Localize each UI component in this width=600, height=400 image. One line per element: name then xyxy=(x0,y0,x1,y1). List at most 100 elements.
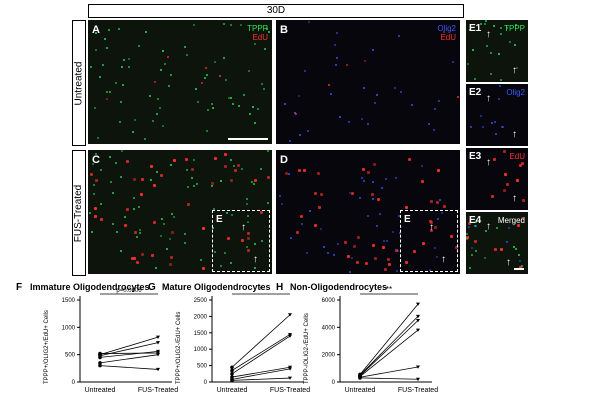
cell-dot xyxy=(395,249,398,252)
cell-dot xyxy=(228,97,230,99)
cell-dot xyxy=(119,121,121,123)
cell-dot xyxy=(116,231,118,233)
cell-dot xyxy=(247,249,250,252)
cell-dot xyxy=(334,44,336,46)
cell-dot xyxy=(184,46,186,48)
cell-dot xyxy=(468,222,471,225)
cell-dot xyxy=(398,35,400,37)
cell-dot xyxy=(163,223,165,225)
cell-dot xyxy=(167,56,169,58)
cell-dot xyxy=(247,221,249,223)
y-tick-label: 1000 xyxy=(194,347,208,353)
cell-dot xyxy=(266,28,268,30)
cell-dot xyxy=(498,53,500,55)
cell-dot xyxy=(372,244,375,247)
data-point-fus xyxy=(288,367,292,371)
x-tick-label: Untreated xyxy=(85,387,116,394)
cell-dot xyxy=(185,158,188,161)
panel-c-label: C xyxy=(92,154,100,166)
cell-dot xyxy=(187,203,190,206)
cell-dot xyxy=(443,205,446,208)
cell-dot xyxy=(469,29,471,31)
series-line xyxy=(359,366,419,378)
cell-dot xyxy=(90,173,93,176)
cell-dot xyxy=(150,179,152,181)
data-point-fus xyxy=(288,334,292,338)
cell-dot xyxy=(296,231,299,234)
x-tick-label: Untreated xyxy=(217,387,248,394)
cell-dot xyxy=(253,183,255,185)
cell-dot xyxy=(205,67,207,69)
y-tick-label: 1500 xyxy=(62,298,76,304)
data-point-untreated xyxy=(230,368,234,373)
cell-dot xyxy=(379,213,381,215)
cell-dot xyxy=(307,130,309,132)
significance-label: ** xyxy=(386,285,392,294)
cell-dot xyxy=(300,215,303,218)
cell-dot xyxy=(430,200,433,203)
data-point-untreated xyxy=(98,355,102,360)
cell-dot xyxy=(120,176,122,178)
cell-dot xyxy=(195,88,197,90)
x-tick-label: Untreated xyxy=(345,387,376,394)
cell-dot xyxy=(383,240,385,242)
cell-dot xyxy=(471,254,473,256)
series-line xyxy=(231,314,291,368)
quantification-charts: F Immature Oligodendrocytes TPPP+/OLIG2+/E… xyxy=(16,282,438,394)
cell-dot xyxy=(475,250,477,252)
cell-dot xyxy=(347,255,350,258)
y-tick-label: 2000 xyxy=(194,314,208,320)
cell-dot xyxy=(468,226,470,228)
cell-dot xyxy=(491,195,494,198)
cell-dot xyxy=(518,254,520,256)
cell-dot xyxy=(496,227,498,229)
cell-dot xyxy=(395,177,397,179)
cell-dot xyxy=(279,195,281,197)
cell-dot xyxy=(219,75,221,77)
cell-dot xyxy=(495,133,497,135)
cell-dot xyxy=(170,256,173,259)
cell-dot xyxy=(348,121,350,123)
cell-dot xyxy=(503,189,506,192)
micrograph-panel-c: C E ↑ ↑ xyxy=(88,150,272,274)
y-tick-label: 4000 xyxy=(322,325,336,331)
cell-dot xyxy=(367,215,369,217)
cell-dot xyxy=(346,64,348,66)
cell-dot xyxy=(376,94,378,96)
panel-a-label: A xyxy=(92,24,100,36)
cell-dot xyxy=(123,59,125,61)
cell-dot xyxy=(376,225,378,227)
cell-dot xyxy=(500,248,503,251)
inset-box-c: E ↑ ↑ xyxy=(212,210,270,272)
cell-dot xyxy=(374,102,376,104)
cell-dot xyxy=(500,33,502,35)
cell-dot xyxy=(405,261,408,264)
cell-dot xyxy=(382,246,385,249)
series-line xyxy=(359,320,419,377)
row-label-untreated-text: Untreated xyxy=(73,61,85,105)
cell-dot xyxy=(93,193,95,195)
arrow-up-icon: ↑ xyxy=(486,93,491,104)
cell-dot xyxy=(121,66,123,68)
cell-dot xyxy=(246,203,248,205)
cell-dot xyxy=(466,238,468,240)
cell-dot xyxy=(493,158,496,161)
cell-dot xyxy=(120,101,122,103)
cell-dot xyxy=(318,206,321,209)
y-tick-label: 1500 xyxy=(194,331,208,337)
cell-dot xyxy=(494,121,496,123)
cell-dot xyxy=(387,258,390,261)
cell-dot xyxy=(429,220,432,223)
cell-dot xyxy=(515,24,517,26)
cell-dot xyxy=(232,103,234,105)
series-line xyxy=(231,366,291,378)
cell-dot xyxy=(201,82,203,84)
cell-dot xyxy=(372,49,374,51)
cell-dot xyxy=(254,267,256,269)
cell-dot xyxy=(484,257,486,259)
cell-dot xyxy=(254,122,256,124)
x-tick-label: FUS-Treated xyxy=(270,387,310,394)
cell-dot xyxy=(470,126,472,128)
cell-dot xyxy=(241,239,244,242)
cell-dot xyxy=(373,163,376,166)
